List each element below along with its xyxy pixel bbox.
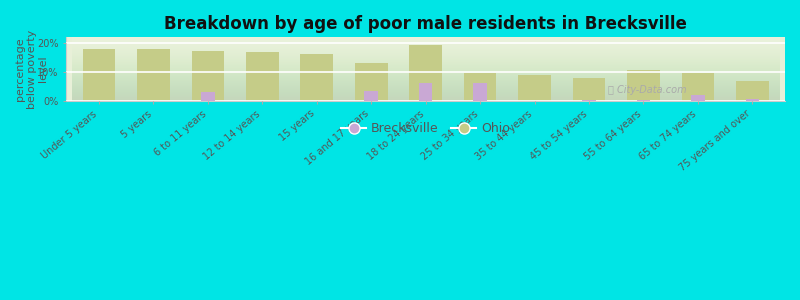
Bar xyxy=(137,50,170,101)
Bar xyxy=(355,63,387,101)
Bar xyxy=(82,49,115,101)
Bar xyxy=(691,95,705,101)
Bar xyxy=(682,74,714,101)
Bar xyxy=(364,91,378,101)
Bar xyxy=(464,74,497,101)
Bar xyxy=(419,83,433,101)
Legend: Brecksville, Ohio: Brecksville, Ohio xyxy=(336,118,515,140)
Bar xyxy=(746,99,759,101)
Bar xyxy=(301,54,333,101)
Bar xyxy=(246,52,278,101)
Bar xyxy=(201,92,214,101)
Bar xyxy=(582,100,596,101)
Bar xyxy=(573,78,606,101)
Title: Breakdown by age of poor male residents in Brecksville: Breakdown by age of poor male residents … xyxy=(164,15,687,33)
Y-axis label: percentage
below poverty
level: percentage below poverty level xyxy=(15,29,48,109)
Text: ⓘ City-Data.com: ⓘ City-Data.com xyxy=(608,85,686,95)
Bar xyxy=(474,83,487,101)
Bar xyxy=(518,75,551,101)
Bar xyxy=(191,51,224,101)
Bar xyxy=(637,100,650,101)
Bar xyxy=(627,70,660,101)
Bar xyxy=(410,45,442,101)
Bar xyxy=(736,81,769,101)
